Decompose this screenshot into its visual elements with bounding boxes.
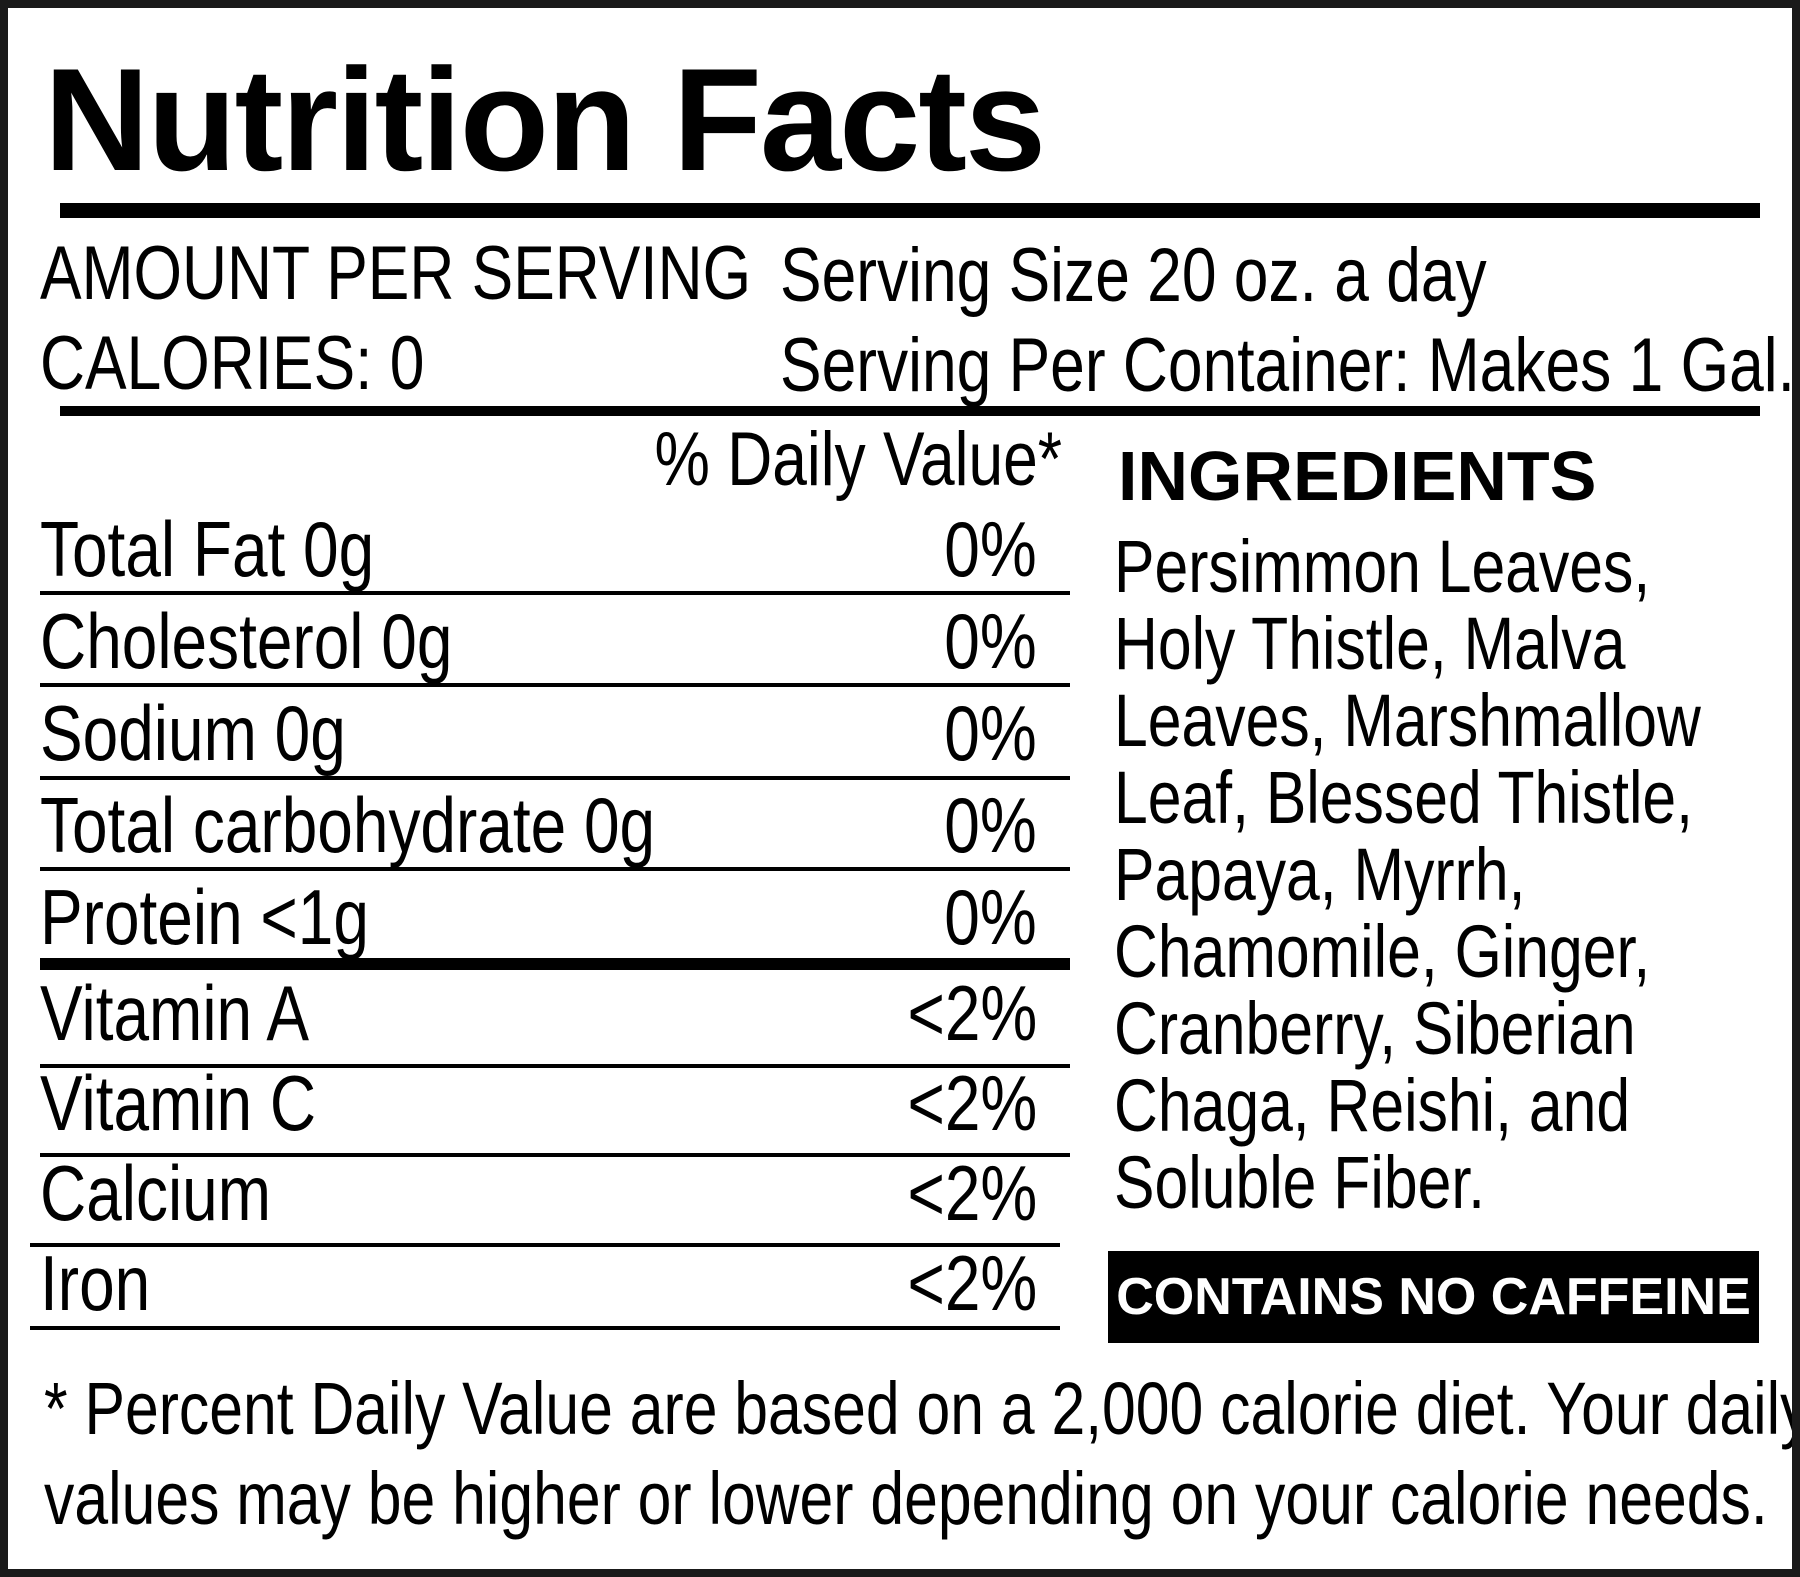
ingredient-line: Cranberry, Siberian [1114,987,1636,1070]
ingredient-line: Persimmon Leaves, [1114,525,1651,608]
nutrient-daily-value: 0% [944,597,1037,685]
nutrient-divider [40,958,1070,970]
nutrient-label: Total Fat 0g [40,505,375,593]
ingredient-line: Chaga, Reishi, and [1114,1064,1631,1147]
nutrient-divider [40,1064,1070,1068]
nutrient-label: Protein <1g [40,873,369,961]
ingredient-line: Papaya, Myrrh, [1114,833,1526,916]
ingredient-line: Chamomile, Ginger, [1114,910,1651,993]
ingredients-title: INGREDIENTS [1118,437,1597,515]
title-divider [60,203,1760,218]
servings-per-container: Serving Per Container: Makes 1 Gal. [780,323,1795,408]
nutrient-divider [30,1243,1060,1247]
no-caffeine-badge: CONTAINS NO CAFFEINE [1108,1251,1759,1343]
label-title: Nutrition Facts [44,38,1046,201]
nutrient-label: Vitamin C [40,1059,317,1147]
ingredient-line: Holy Thistle, Malva [1114,602,1626,685]
nutrient-label: Calcium [40,1149,272,1237]
nutrient-divider [40,776,1070,780]
ingredient-line: Leaf, Blessed Thistle, [1114,756,1694,839]
header-divider [60,406,1760,416]
nutrient-daily-value: 0% [944,689,1037,777]
nutrient-daily-value: <2% [907,969,1037,1057]
nutrient-divider [40,683,1070,687]
daily-value-header: % Daily Value* [654,417,1062,502]
nutrient-daily-value: <2% [907,1239,1037,1327]
nutrient-daily-value: <2% [907,1059,1037,1147]
ingredient-line: Leaves, Marshmallow [1114,679,1701,762]
amount-per-serving: AMOUNT PER SERVING [40,231,752,316]
nutrient-divider [40,1153,1070,1157]
nutrient-divider [40,867,1070,871]
nutrient-daily-value: <2% [907,1149,1037,1237]
nutrient-label: Cholesterol 0g [40,597,453,685]
nutrient-divider [40,591,1070,595]
nutrient-label: Sodium 0g [40,689,346,777]
nutrient-label: Vitamin A [40,969,310,1057]
nutrient-divider [30,1326,1060,1330]
nutrient-label: Iron [40,1239,151,1327]
nutrient-daily-value: 0% [944,781,1037,869]
ingredient-line: Soluble Fiber. [1114,1141,1486,1224]
nutrient-label: Total carbohydrate 0g [40,781,656,869]
footnote-line-1: * Percent Daily Value are based on a 2,0… [44,1367,1800,1450]
footnote-line-2: values may be higher or lower depending … [44,1457,1768,1540]
nutrient-daily-value: 0% [944,873,1037,961]
calories: CALORIES: 0 [40,321,425,406]
nutrient-daily-value: 0% [944,505,1037,593]
serving-size: Serving Size 20 oz. a day [780,233,1487,318]
